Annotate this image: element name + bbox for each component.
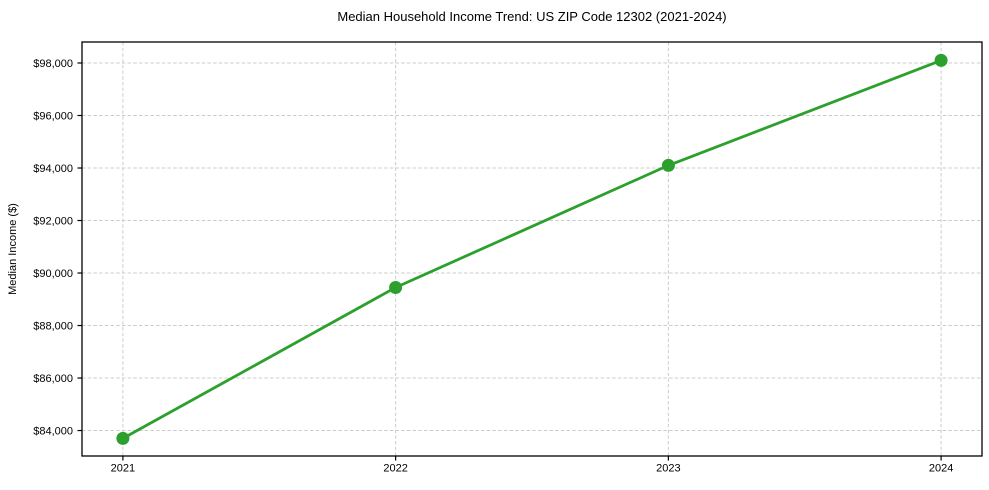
y-tick-label: $88,000 xyxy=(33,321,73,333)
data-point-marker xyxy=(661,158,675,172)
y-tick-label: $86,000 xyxy=(33,373,73,385)
y-tick-label: $84,000 xyxy=(33,426,73,438)
data-point-marker xyxy=(116,431,130,445)
x-tick-label: 2021 xyxy=(111,463,135,475)
data-point-marker xyxy=(389,281,403,294)
y-tick-label: $98,000 xyxy=(33,58,73,70)
y-tick-label: $90,000 xyxy=(33,268,73,280)
y-tick-label: $94,000 xyxy=(33,163,73,175)
data-line xyxy=(121,59,943,440)
x-tick-label: 2023 xyxy=(656,463,680,475)
y-tick-label: $96,000 xyxy=(33,111,73,123)
plot-border xyxy=(81,41,983,457)
y-tick-label: $92,000 xyxy=(33,216,73,228)
x-tick-label: 2024 xyxy=(929,463,953,475)
chart-title: Median Household Income Trend: US ZIP Co… xyxy=(337,9,727,24)
data-point-marker xyxy=(934,53,948,67)
x-tick-label: 2022 xyxy=(383,463,407,475)
